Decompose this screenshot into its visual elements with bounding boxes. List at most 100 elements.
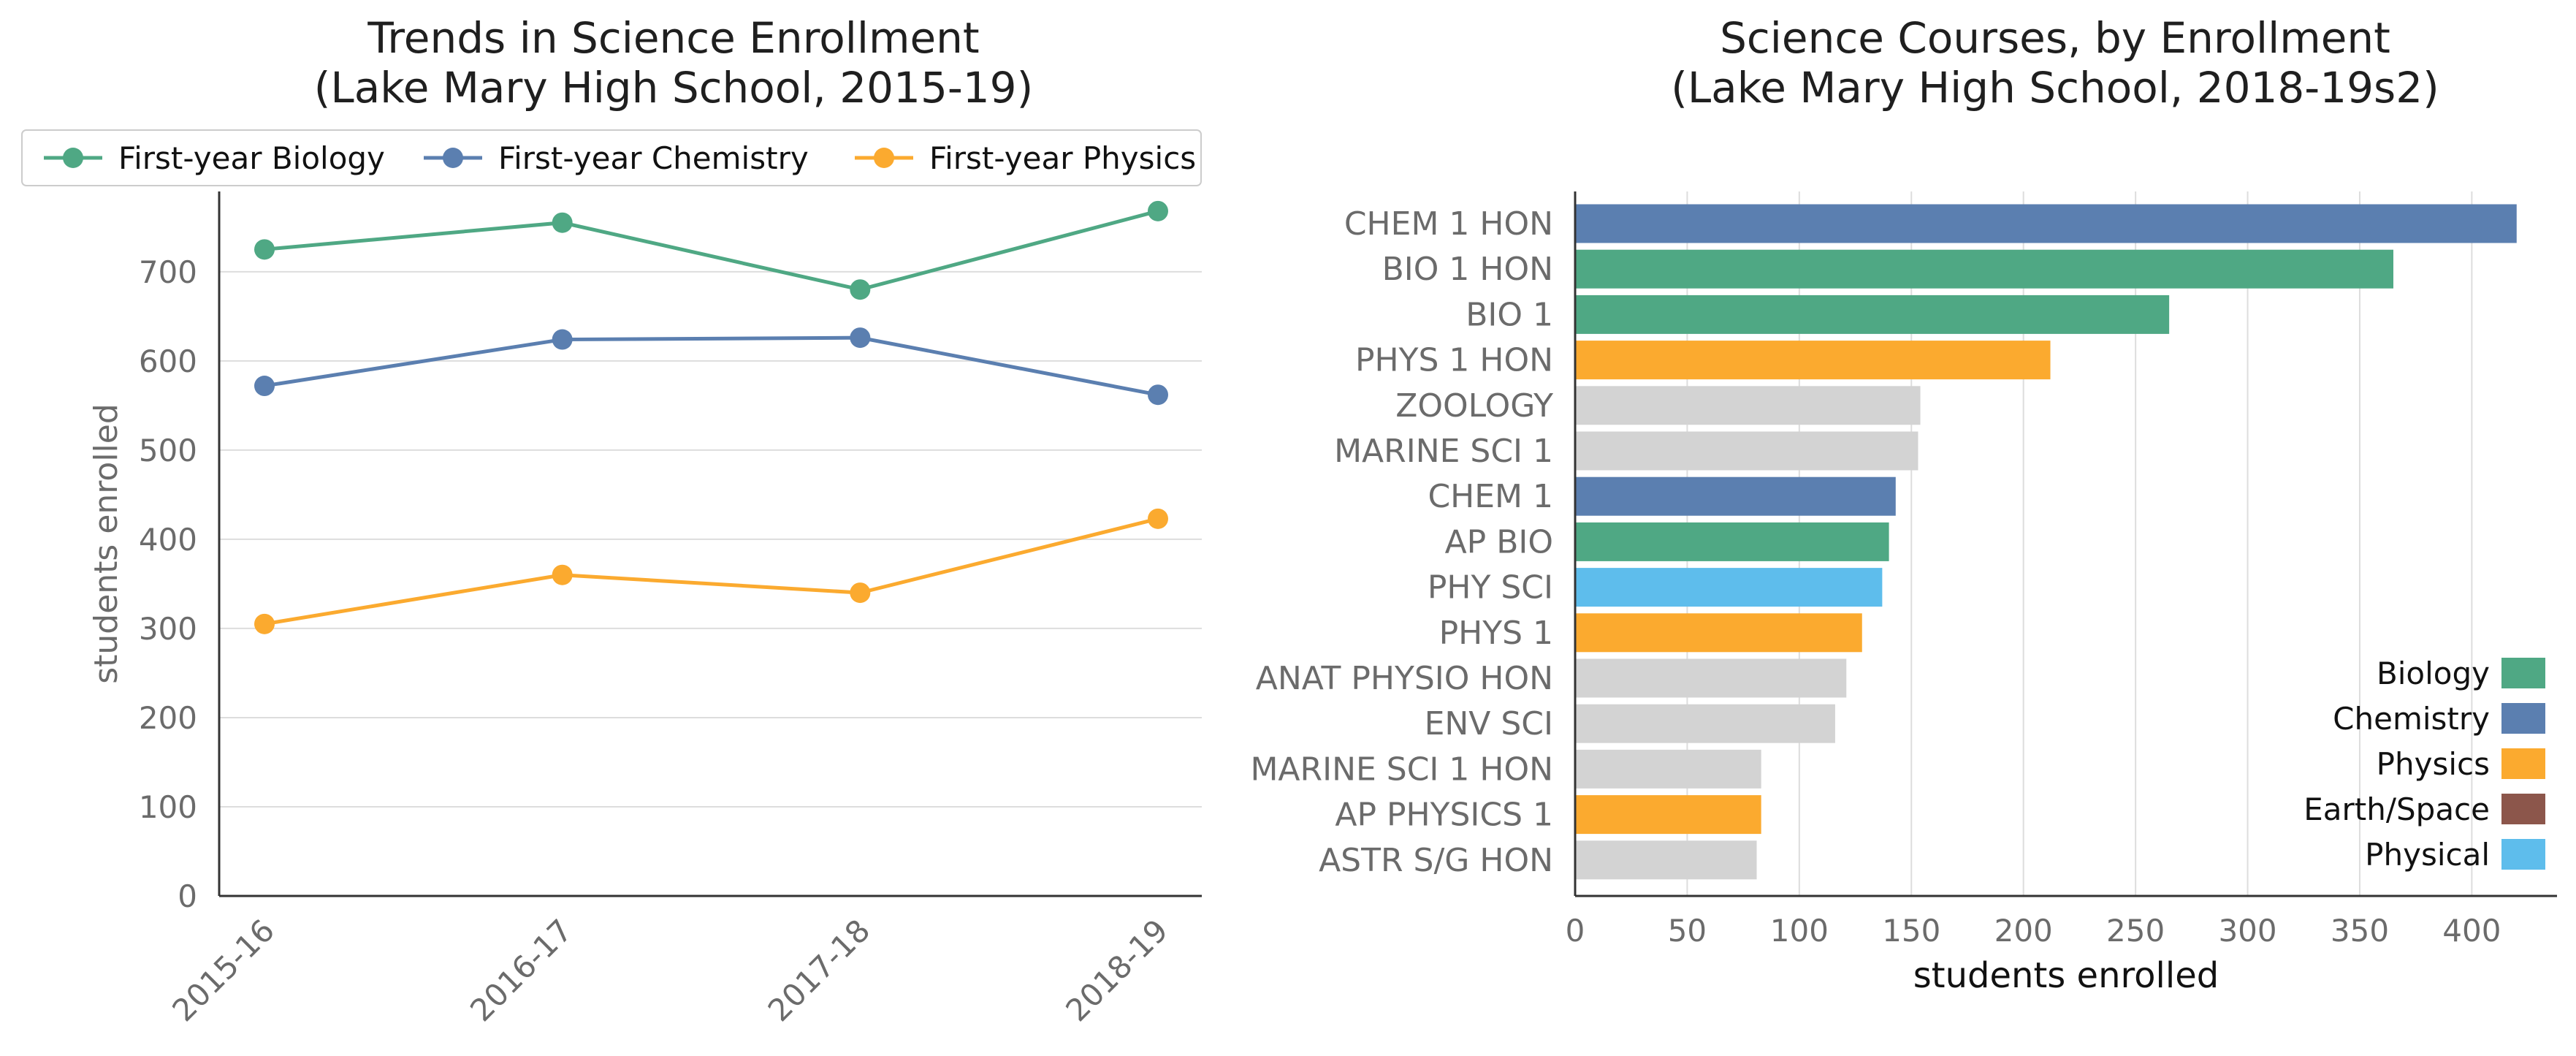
line-chart-x-tick-label: 2016-17 <box>463 912 579 1028</box>
bar-chart-x-tick-label: 400 <box>2442 913 2501 949</box>
bar-chart-category-label: AP PHYSICS 1 <box>1335 797 1553 834</box>
bar-chart-bar <box>1575 749 1761 789</box>
line-chart-y-tick-label: 300 <box>139 611 197 647</box>
line-chart-series-2 <box>254 327 1168 406</box>
line-chart-y-axis-label: students enrolled <box>88 403 125 684</box>
line-chart-subtitle: (Lake Mary High School, 2015-19) <box>314 63 1033 113</box>
bar-chart-x-tick-label: 300 <box>2218 913 2276 949</box>
bar-chart-bar <box>1575 476 1896 516</box>
bar-chart-category-label: BIO 1 HON <box>1382 251 1553 288</box>
bar-chart-legend-label: Physical <box>2365 837 2490 873</box>
line-chart-legend-marker <box>874 148 894 168</box>
line-chart-y-tick-label: 500 <box>139 433 197 468</box>
bar-chart-subtitle: (Lake Mary High School, 2018-19s2) <box>1671 63 2439 113</box>
line-chart-legend-marker <box>443 148 463 168</box>
bar-chart-bar <box>1575 704 1835 743</box>
bar-chart-legend-swatch <box>2501 658 2545 688</box>
line-chart-y-ticks: 0 100 200 300 400 500 600 700 <box>139 254 197 914</box>
bar-chart-legend-swatch <box>2501 703 2545 734</box>
bar-chart-category-label: CHEM 1 <box>1428 478 1553 515</box>
bar-chart-category-label: PHY SCI <box>1428 569 1553 607</box>
line-chart-point <box>254 613 275 634</box>
line-chart-point <box>1148 508 1168 529</box>
line-chart-series-3 <box>254 508 1168 634</box>
line-chart-x-ticks: 2015-16 2016-17 2017-18 2018-19 <box>165 912 1175 1028</box>
line-chart-point <box>850 279 871 300</box>
bar-chart-category-labels: CHEM 1 HON BIO 1 HON BIO 1 PHYS 1 HON ZOOLOG… <box>1250 205 1553 879</box>
bar-chart-bar <box>1575 522 1889 561</box>
bar-chart-category-label: ENV SCI <box>1425 705 1553 742</box>
line-chart-y-tick-label: 100 <box>139 789 197 825</box>
bar-chart-bar <box>1575 341 2051 380</box>
bar-chart-bar <box>1575 386 1921 425</box>
bar-chart-bars <box>1575 204 2517 880</box>
line-chart-series <box>254 200 1168 634</box>
bar-chart-bar <box>1575 431 1918 471</box>
bar-chart-legend-label: Chemistry <box>2333 701 2490 737</box>
bar-chart-x-tick-label: 150 <box>1882 913 1940 949</box>
bar-chart-legend-label: Physics <box>2377 746 2490 782</box>
bar-chart-x-ticks: 0 50 100 150 200 250 300 350 400 <box>1566 913 2501 949</box>
line-chart-gridlines <box>219 270 1202 808</box>
bar-chart-legend-label: Earth/Space <box>2303 791 2490 827</box>
line-chart-point <box>1148 384 1168 406</box>
bar-chart: Science Courses, by Enrollment (Lake Mar… <box>1250 13 2557 996</box>
line-chart-series-line <box>264 209 1159 292</box>
bar-chart-bar <box>1575 249 2393 289</box>
line-chart-legend-label: First-year Physics <box>929 140 1196 176</box>
line-chart-legend: First-year Biology First-year Chemistry Fi… <box>21 129 1202 186</box>
bar-chart-bar <box>1575 295 2170 334</box>
line-chart-x-tick-label: 2017-18 <box>761 912 877 1028</box>
line-chart-point <box>850 582 871 604</box>
line-chart-legend-label: First-year Biology <box>118 140 385 176</box>
bar-chart-bar <box>1575 613 1862 653</box>
bar-chart-bar <box>1575 795 1761 835</box>
line-chart-point <box>254 376 275 397</box>
bar-chart-x-tick-label: 50 <box>1668 913 1707 949</box>
bar-chart-bar <box>1575 658 1847 698</box>
line-chart-y-tick-label: 600 <box>139 343 197 379</box>
bar-chart-legend-swatch <box>2501 748 2545 779</box>
line-chart-y-tick-label: 200 <box>139 700 197 736</box>
bar-chart-category-label: ASTR S/G HON <box>1319 842 1553 879</box>
line-chart-title: Trends in Science Enrollment <box>367 13 979 63</box>
line-chart-legend-marker <box>63 148 83 168</box>
line-chart-legend-box <box>21 129 1202 186</box>
bar-chart-legend-swatch <box>2501 794 2545 824</box>
line-chart-legend-label: First-year Chemistry <box>498 140 809 176</box>
bar-chart-legend-label: Biology <box>2377 656 2490 691</box>
bar-chart-category-label: CHEM 1 HON <box>1344 205 1553 243</box>
bar-chart-category-label: BIO 1 <box>1466 296 1553 333</box>
bar-chart-x-tick-label: 250 <box>2106 913 2165 949</box>
bar-chart-category-label: PHYS 1 HON <box>1355 342 1553 379</box>
bar-chart-category-label: AP BIO <box>1445 523 1553 561</box>
line-chart-point <box>552 212 573 233</box>
line-chart-point <box>552 329 573 350</box>
line-chart-x-tick-label: 2015-16 <box>165 912 281 1028</box>
bar-chart-category-label: PHYS 1 <box>1439 615 1553 652</box>
line-chart-x-tick-label: 2018-19 <box>1059 912 1175 1028</box>
line-chart-y-tick-label: 400 <box>139 522 197 558</box>
line-chart: Trends in Science Enrollment (Lake Mary … <box>21 13 1202 1028</box>
line-chart-point <box>850 327 871 349</box>
bar-chart-category-label: MARINE SCI 1 <box>1334 433 1553 470</box>
line-chart-y-tick-label: 0 <box>178 878 197 914</box>
bar-chart-x-axis-label: students enrolled <box>1913 955 2219 996</box>
line-chart-series-line <box>264 517 1159 626</box>
line-chart-point <box>552 564 573 585</box>
bar-chart-title: Science Courses, by Enrollment <box>1720 13 2390 63</box>
bar-chart-bar <box>1575 568 1883 607</box>
line-chart-point <box>1148 200 1168 221</box>
line-chart-series-1 <box>254 200 1168 300</box>
line-chart-y-tick-label: 700 <box>139 254 197 290</box>
line-chart-point <box>254 239 275 260</box>
bar-chart-x-tick-label: 100 <box>1770 913 1829 949</box>
bar-chart-bar <box>1575 204 2517 243</box>
bar-chart-legend: Biology Chemistry Physics Earth/Space Physic… <box>2303 656 2545 873</box>
bar-chart-x-tick-label: 0 <box>1566 913 1585 949</box>
bar-chart-category-label: ZOOLOGY <box>1395 387 1553 425</box>
bar-chart-x-tick-label: 350 <box>2331 913 2389 949</box>
bar-chart-x-tick-label: 200 <box>1994 913 2053 949</box>
bar-chart-legend-swatch <box>2501 839 2545 870</box>
